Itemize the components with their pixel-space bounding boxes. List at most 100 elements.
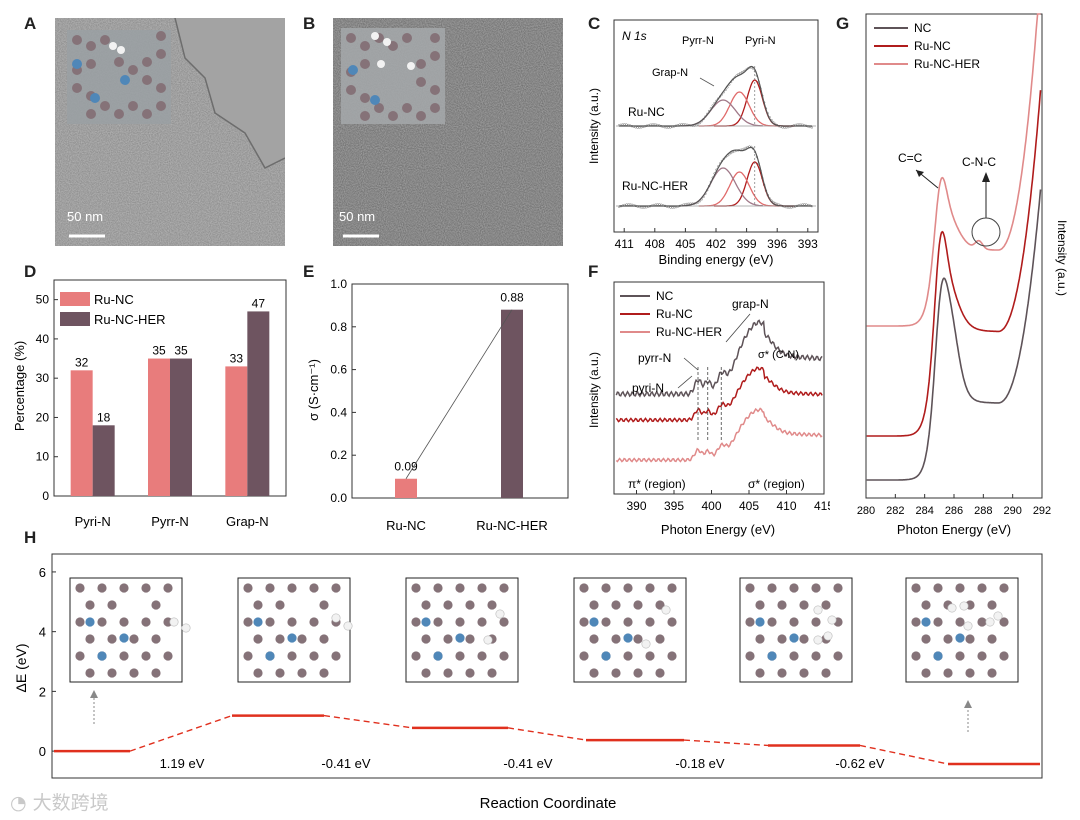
chart-h-atom-c (745, 583, 755, 593)
chart-h-atom-c (645, 651, 655, 661)
chart-h-atom-c (799, 668, 809, 678)
panel-label-d: D (24, 262, 37, 281)
chart-c-peak-fit (698, 91, 780, 127)
chart-h-atom-c (601, 583, 611, 593)
chart-h-atom-n (767, 651, 777, 661)
chart-h-atom-c (455, 651, 465, 661)
chart-h-atom-c (811, 583, 821, 593)
chart-h-atom-h (181, 623, 191, 633)
panel-label-b: B (303, 14, 316, 33)
chart-h-atom-c (655, 600, 665, 610)
chart-h-atom-c (645, 583, 655, 593)
legend-label-nc-f: NC (656, 289, 674, 303)
chart-h-atom-c (421, 668, 431, 678)
chart-c-point (684, 203, 687, 206)
chart-h-structure (905, 577, 1019, 683)
chart-c-point (785, 126, 788, 129)
chart-f-xtick-label: 415 (814, 499, 830, 513)
chart-f-xtick-label: 410 (776, 499, 796, 513)
chart-c-point (685, 202, 689, 206)
chart-e-ytick-label: 0.6 (330, 363, 347, 377)
chart-h-atom-c (85, 634, 95, 644)
chart-h-atom-n (421, 617, 431, 627)
chart-h-atom-n (119, 633, 129, 643)
chart-h-atom-c (611, 668, 621, 678)
chart-h-atom-c (265, 617, 275, 627)
chart-h-atom-n (933, 651, 943, 661)
chart-h-structure-frame (905, 577, 1019, 683)
chart-h-atom-c (601, 617, 611, 627)
chart-h-atom-h (641, 639, 651, 649)
chart-h-atom-c (767, 617, 777, 627)
chart-h-atom-h (331, 613, 341, 623)
chart-h-atom-c (921, 668, 931, 678)
legend-label-runc-f: Ru-NC (656, 307, 693, 321)
chart-d-ytick-label: 40 (36, 332, 50, 346)
chart-d-ytick-label: 50 (36, 293, 50, 307)
chart-c-xtick-label: 396 (767, 237, 787, 251)
chart-d-value-label: 18 (97, 410, 111, 424)
chart-e-bar (501, 309, 523, 498)
chart-h-atom-c (433, 583, 443, 593)
chart-d-category-label: Pyrr-N (151, 514, 189, 529)
chart-c-peak-fit (682, 167, 763, 207)
legend-label-runcher-f: Ru-NC-HER (656, 325, 722, 339)
chart-h-atom-c (977, 651, 987, 661)
chart-d-value-label: 35 (152, 344, 166, 358)
chart-d-ytick-label: 20 (36, 410, 50, 424)
chart-c-xtick-label: 411 (615, 237, 634, 251)
chart-f-xtick-label: 400 (701, 499, 721, 513)
chart-h-atom-c (163, 583, 173, 593)
chart-h-atom-h (963, 621, 973, 631)
legend-label-nc: NC (914, 21, 932, 35)
chart-d-value-label: 33 (230, 351, 244, 365)
chart-h-atom-n (287, 633, 297, 643)
chart-c-envelope (619, 65, 812, 127)
chart-e-ytick-label: 0.4 (330, 405, 347, 419)
chart-h-structure-frame (69, 577, 183, 683)
chart-g-arrowhead-cc (916, 170, 924, 177)
chart-h-atom-c (799, 634, 809, 644)
chart-c-point (799, 203, 803, 206)
chart-h-atom-c (107, 634, 117, 644)
chart-h-atom-c (297, 668, 307, 678)
chart-c-grap-pointer (699, 77, 715, 87)
chart-d-bar (70, 370, 93, 496)
chart-h-atom-c (755, 600, 765, 610)
chart-h-arrowhead-start (90, 690, 98, 698)
chart-h-ytick-label: 4 (39, 625, 46, 640)
chart-h-atom-n (97, 651, 107, 661)
chart-f-series-line (615, 319, 823, 398)
chart-h-atom-c (833, 651, 843, 661)
chart-h-atom-c (833, 583, 843, 593)
chart-c-point (641, 206, 645, 209)
chart-h-atom-c (579, 583, 589, 593)
chart-h-atom-c (911, 617, 921, 627)
chart-h-structure (405, 577, 519, 683)
chart-c-point (788, 206, 791, 209)
legend-label-runcher-d: Ru-NC-HER (94, 312, 166, 327)
chart-g-arrowhead-cnc (982, 172, 990, 182)
chart-f-grap-pointer (725, 313, 751, 343)
chart-f-xtick-label: 395 (664, 499, 684, 513)
tem-image-a: 50 nm (55, 18, 285, 246)
chart-h-atom-c (75, 617, 85, 627)
chart-h-ylabel: ΔE (eV) (13, 643, 29, 692)
chart-h-atom-c (499, 617, 509, 627)
chart-h-atom-n (921, 617, 931, 627)
chart-h-atom-c (589, 634, 599, 644)
chart-e: σ (S·cm⁻¹) 0.0 0.2 0.4 0.6 0.8 1.0 0.09 Ru-NC 0… (306, 277, 569, 533)
watermark-text: 大数跨境 (32, 792, 109, 814)
chart-h-atom-c (487, 600, 497, 610)
chart-c-point (678, 123, 681, 126)
chart-d-value-label: 35 (174, 344, 188, 358)
chart-e-ytick-label: 0.0 (330, 491, 347, 505)
chart-c-point (680, 123, 683, 126)
chart-h-atom-n (589, 617, 599, 627)
chart-g-xtick-label: 292 (1033, 505, 1051, 517)
chart-h-atom-c (755, 634, 765, 644)
chart-g-xtick-label: 286 (945, 505, 963, 517)
chart-h-structure-frame (405, 577, 519, 683)
chart-h-atom-c (163, 651, 173, 661)
chart-h-atom-h (483, 635, 493, 645)
